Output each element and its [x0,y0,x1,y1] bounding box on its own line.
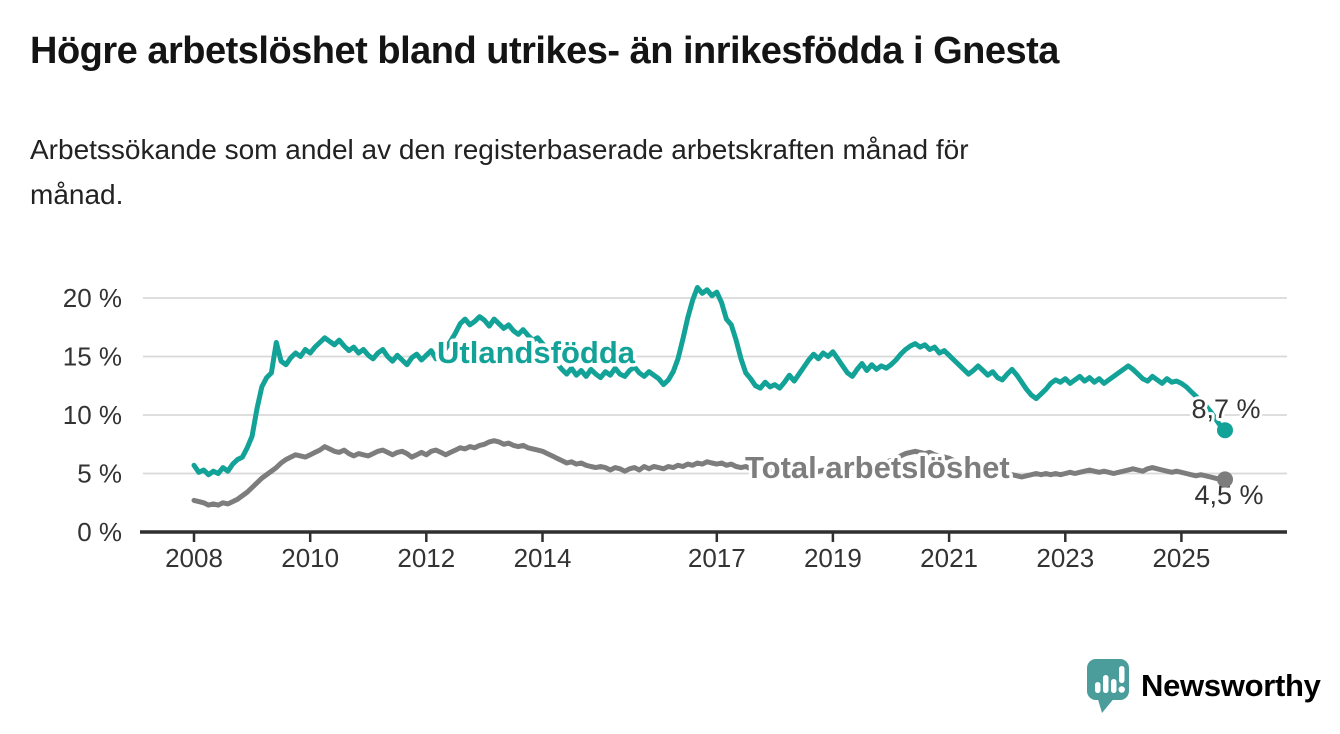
y-tick-label: 20 % [63,283,122,313]
series-line-utlandsf-dda [191,285,1228,478]
x-tick-label: 2021 [920,543,978,573]
logo-bar-1 [1095,682,1101,693]
brand-name: Newsworthy [1141,668,1321,703]
series-end-dot [1217,422,1233,439]
logo-bar-3 [1111,679,1117,693]
x-tick-label: 2017 [688,543,746,573]
x-tick-label: 2012 [397,543,455,573]
series-label: Utlandsfödda [437,335,636,370]
chart-subtitle-line2: månad. [30,179,124,210]
logo-bar-2 [1103,675,1109,693]
brand-footer: Newsworthy [1086,658,1321,714]
end-value-label: 8,7 % [1191,394,1260,424]
series-label: Total arbetslöshet [745,450,1010,485]
end-value-label: 4,5 % [1194,480,1263,510]
x-tick-label: 2019 [804,543,862,573]
y-tick-label: 15 % [63,342,122,372]
y-tick-label: 10 % [63,400,122,430]
x-tick-label: 2008 [165,543,223,573]
y-tick-label: 0 % [77,517,122,547]
chart-subtitle-line1: Arbetssökande som andel av den registerb… [30,134,969,165]
series-line-total-arbetsl-shet [191,438,1228,508]
chart-subtitle: Arbetssökande som andel av den registerb… [30,127,969,217]
newsworthy-logo-icon [1087,659,1129,713]
logo-bubble-tail [1097,696,1116,713]
x-tick-label: 2014 [514,543,572,573]
x-tick-label: 2025 [1152,543,1210,573]
logo-exclamation-stem [1119,666,1125,683]
x-tick-label: 2010 [281,543,339,573]
y-tick-label: 5 % [77,459,122,489]
x-tick-label: 2023 [1036,543,1094,573]
logo-exclamation-dot [1118,686,1125,693]
series-end-dot [1217,471,1233,488]
page-title: Högre arbetslöshet bland utrikes- än inr… [30,30,1059,72]
